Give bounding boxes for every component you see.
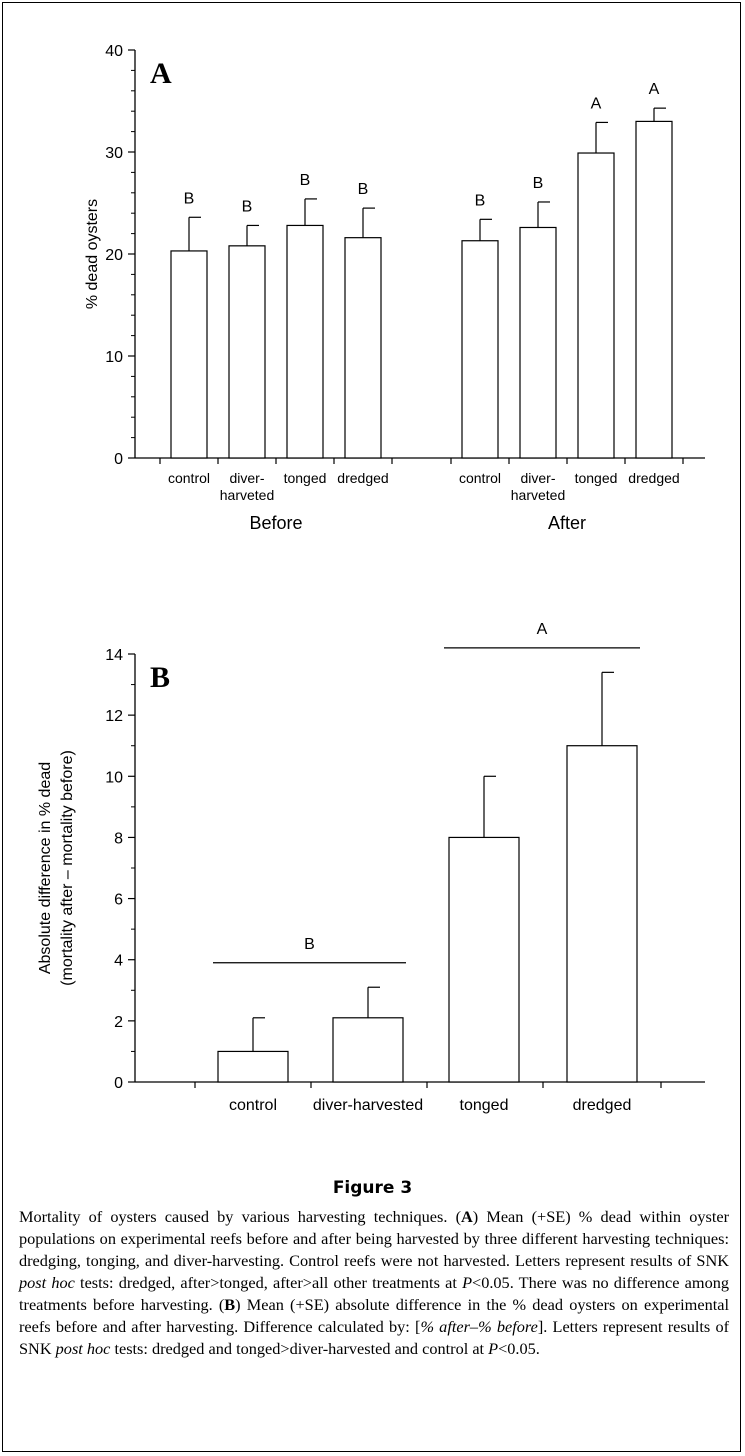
significance-letter: B [475,192,486,209]
y-tick-label: 8 [114,830,123,847]
bar [344,237,382,459]
y-tick-label: 10 [105,769,123,786]
y-tick-label: 0 [114,451,123,468]
bar [332,1017,404,1083]
group-label: After [548,513,586,533]
grouping-letter: B [304,936,315,953]
significance-letter: B [184,190,195,207]
x-tick-label: diver-harvested [313,1097,423,1114]
y-tick-label: 20 [105,247,123,264]
y-axis-title-line1: Absolute difference in % dead [37,762,54,974]
y-tick-label: 2 [114,1014,123,1031]
x-tick-label: harveted [220,487,274,503]
x-tick-label: diver- [229,470,264,486]
y-axis-title-line2: (mortality after – mortality before) [59,750,76,986]
x-tick-label: diver- [520,470,555,486]
x-tick-label: dredged [573,1097,632,1114]
y-tick-label: 4 [114,953,123,970]
significance-letter: A [591,95,602,112]
y-tick-label: 30 [105,145,123,162]
figure-title: Figure 3 [332,1178,413,1198]
x-tick-label: dredged [337,470,388,486]
y-tick-label: 0 [114,1075,123,1092]
significance-letter: B [300,172,311,189]
y-tick-label: 6 [114,892,123,909]
bar [170,250,208,459]
significance-letter: A [649,81,660,98]
bar [217,1050,289,1083]
x-tick-label: harveted [511,487,565,503]
significance-letter: B [242,198,253,215]
x-tick-label: dredged [628,470,679,486]
bar [286,224,324,459]
bar [635,120,673,459]
bar [461,240,499,459]
chart-b: 0 2 4 6 8 10 12 14 Absolute difference in % dead… [37,621,705,1114]
x-tick-label: control [459,470,501,486]
bar [228,245,266,459]
bar [577,152,615,459]
x-tick-label: control [168,470,210,486]
figure-caption: Mortality of oysters caused by various h… [19,1207,730,1358]
significance-letter: B [533,175,544,192]
significance-letter: B [358,181,369,198]
group-label: Before [249,513,302,533]
x-tick-label: tonged [575,470,618,486]
y-tick-label: 12 [105,708,123,725]
bar [519,226,557,459]
grouping-letter: A [537,621,548,638]
panel-letter-a: A [150,57,172,90]
x-tick-label: tonged [460,1097,509,1114]
bar [566,745,638,1083]
bar [448,836,520,1083]
y-axis-title: % dead oysters [84,199,101,309]
y-tick-label: 10 [105,349,123,366]
x-tick-label: tonged [284,470,327,486]
x-tick-label: control [229,1097,277,1114]
y-tick-label: 40 [105,43,123,60]
y-tick-label: 14 [105,647,123,664]
panel-letter-b: B [150,661,170,694]
